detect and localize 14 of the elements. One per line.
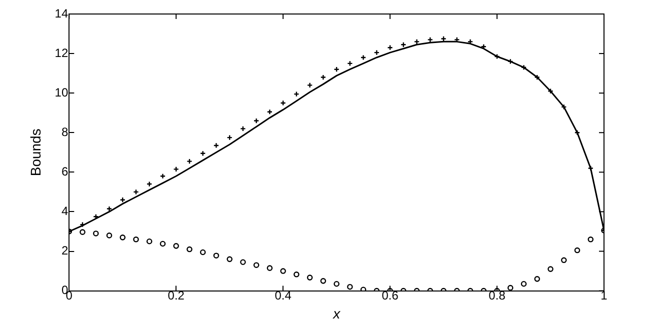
x-tick-label: 0.8 [488, 288, 506, 302]
x-tick-label: 0.4 [274, 288, 292, 302]
y-tick-label: 8 [61, 124, 68, 139]
y-tick-label: 14 [54, 6, 68, 20]
x-axis-title: x [332, 305, 342, 322]
x-tick-label: 0.2 [168, 288, 185, 302]
y-tick-label: 4 [61, 204, 68, 218]
y-tick-label: 12 [54, 46, 68, 60]
y-tick-label: 2 [61, 244, 68, 258]
x-tick-label: 1 [600, 288, 608, 302]
x-tick-label: 0.6 [382, 288, 399, 302]
y-axis-title: Bounds [27, 128, 44, 176]
y-tick-label: 10 [54, 85, 68, 100]
y-tick-label: 6 [61, 164, 68, 178]
